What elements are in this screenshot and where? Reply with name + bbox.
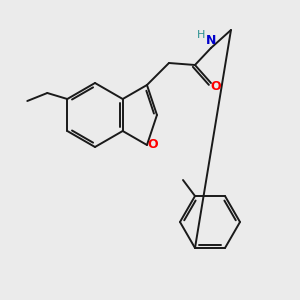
Text: N: N bbox=[206, 34, 216, 47]
Text: O: O bbox=[211, 80, 221, 92]
Text: H: H bbox=[197, 30, 205, 40]
Text: O: O bbox=[148, 139, 158, 152]
